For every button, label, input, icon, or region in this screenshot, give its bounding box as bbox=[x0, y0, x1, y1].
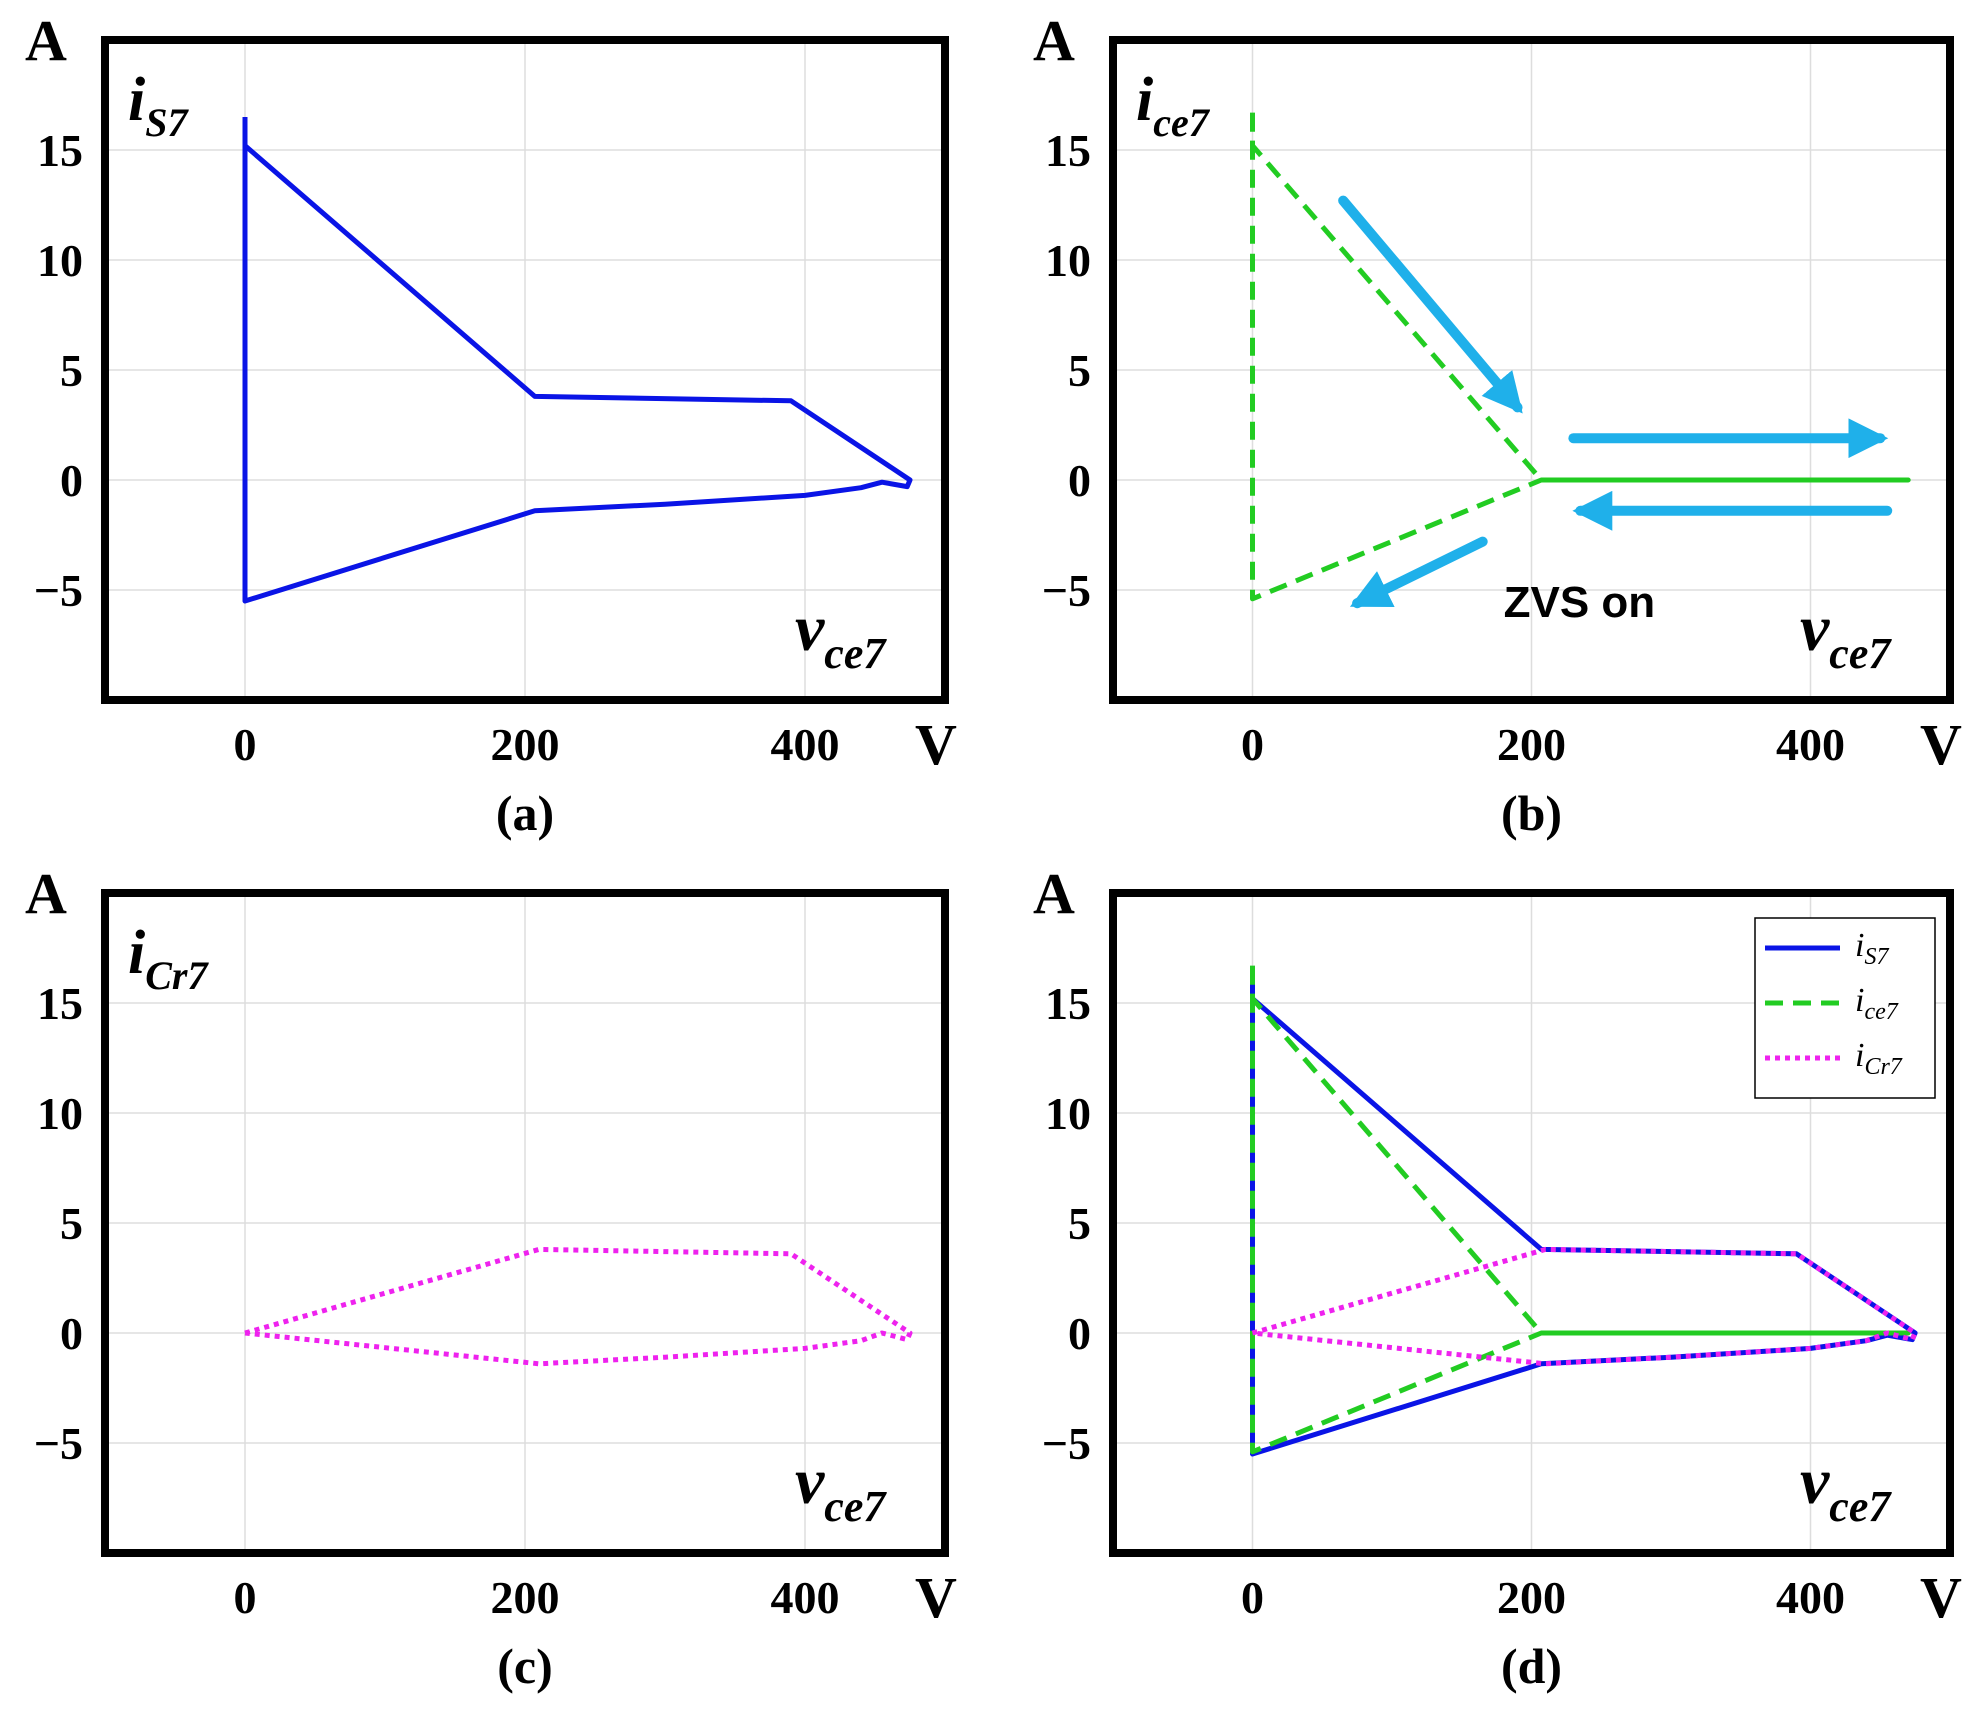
y-tick-label: 5 bbox=[60, 345, 83, 396]
x-unit-label: V bbox=[915, 1565, 957, 1630]
x-tick-label: 200 bbox=[491, 719, 560, 770]
y-tick-label: 5 bbox=[1068, 345, 1091, 396]
series-i-ce7 bbox=[1250, 112, 1911, 602]
y-tick-label: −5 bbox=[1042, 565, 1091, 616]
y-unit-label: A bbox=[25, 8, 67, 73]
y-tick-label: 15 bbox=[1045, 978, 1091, 1029]
axis-label-base: v bbox=[1800, 1445, 1830, 1518]
x-tick-label: 0 bbox=[1241, 719, 1264, 770]
legend-label: iS7 bbox=[1855, 927, 1889, 970]
y-tick-label: 10 bbox=[37, 235, 83, 286]
x-unit-label: V bbox=[1920, 1565, 1962, 1630]
zvs-annotation: ZVS on bbox=[1504, 578, 1656, 627]
axis-label-base: v bbox=[795, 592, 825, 665]
axis-label-base: v bbox=[1800, 592, 1830, 665]
y-tick-label: 10 bbox=[1045, 235, 1091, 286]
series-i-s7 bbox=[242, 117, 913, 604]
panel-caption: (b) bbox=[1501, 785, 1562, 841]
legend-label: iCr7 bbox=[1855, 1037, 1903, 1080]
direction-arrow bbox=[1338, 195, 1523, 414]
y-unit-label: A bbox=[1033, 861, 1075, 926]
panel-caption: (a) bbox=[496, 785, 554, 841]
x-tick-label: 200 bbox=[1497, 1572, 1566, 1623]
x-tick-label: 400 bbox=[771, 1572, 840, 1623]
curve-label-sub: Cr7 bbox=[145, 953, 209, 998]
y-tick-label: 0 bbox=[1068, 455, 1091, 506]
plot-frame bbox=[1109, 889, 1954, 1557]
series-i-cr7 bbox=[244, 1246, 913, 1367]
curve-label-sub: ce7 bbox=[1153, 100, 1211, 145]
plot-frame bbox=[1109, 36, 1954, 704]
y-tick-label: 15 bbox=[37, 978, 83, 1029]
y-tick-label: 0 bbox=[60, 1308, 83, 1359]
curve-label: iS7 bbox=[128, 66, 189, 145]
legend-label-sub: S7 bbox=[1864, 944, 1889, 970]
x-tick-label: 0 bbox=[234, 1572, 257, 1623]
y-tick-label: 5 bbox=[1068, 1198, 1091, 1249]
curve-label-sub: S7 bbox=[145, 100, 189, 145]
axis-label: vce7 bbox=[1800, 1445, 1892, 1531]
y-unit-label: A bbox=[25, 861, 67, 926]
legend-label-base: i bbox=[1855, 982, 1864, 1019]
axis-label-sub: ce7 bbox=[1829, 1482, 1892, 1531]
legend-box bbox=[1754, 917, 1936, 1099]
panel-c: 15 10 5 0 −5 0 200 400 A V (c) iCr7 vce7 bbox=[25, 861, 957, 1694]
y-tick-label: 10 bbox=[1045, 1088, 1091, 1139]
y-tick-label: 10 bbox=[37, 1088, 83, 1139]
y-tick-label: 15 bbox=[1045, 125, 1091, 176]
y-unit-label: A bbox=[1033, 8, 1075, 73]
x-tick-label: 0 bbox=[1241, 1572, 1264, 1623]
legend-label-sub: Cr7 bbox=[1864, 1054, 1902, 1080]
curve-label-base: i bbox=[128, 66, 145, 134]
curve-label: iCr7 bbox=[128, 919, 209, 998]
x-tick-label: 400 bbox=[771, 719, 840, 770]
y-tick-label: 0 bbox=[1068, 1308, 1091, 1359]
curve-label-base: i bbox=[128, 919, 145, 987]
y-tick-label: 0 bbox=[60, 455, 83, 506]
legend-label-sub: ce7 bbox=[1864, 999, 1898, 1025]
curve-label: ice7 bbox=[1136, 66, 1211, 145]
curve-label-base: i bbox=[1136, 66, 1153, 134]
legend-label: ice7 bbox=[1855, 982, 1899, 1025]
panel-caption: (d) bbox=[1501, 1638, 1562, 1694]
axis-label-sub: ce7 bbox=[1829, 629, 1892, 678]
plot-frame bbox=[101, 889, 949, 1557]
legend-label-base: i bbox=[1855, 927, 1864, 964]
panel-a: 15 10 5 0 −5 0 200 400 A V (a) iS7 vce7 bbox=[25, 8, 957, 841]
x-unit-label: V bbox=[915, 712, 957, 777]
axis-label-sub: ce7 bbox=[824, 1482, 887, 1531]
x-tick-label: 200 bbox=[491, 1572, 560, 1623]
y-tick-label: −5 bbox=[1042, 1418, 1091, 1469]
plot-frame bbox=[101, 36, 949, 704]
x-tick-label: 200 bbox=[1497, 719, 1566, 770]
x-unit-label: V bbox=[1920, 712, 1962, 777]
y-tick-label: −5 bbox=[34, 1418, 83, 1469]
y-tick-label: 15 bbox=[37, 125, 83, 176]
panel-caption: (c) bbox=[497, 1638, 553, 1694]
axis-label-base: v bbox=[795, 1445, 825, 1518]
axis-label: vce7 bbox=[1800, 592, 1892, 678]
y-tick-label: −5 bbox=[34, 565, 83, 616]
legend-label-base: i bbox=[1855, 1037, 1864, 1074]
y-tick-label: 5 bbox=[60, 1198, 83, 1249]
x-tick-label: 0 bbox=[234, 719, 257, 770]
x-tick-label: 400 bbox=[1776, 719, 1845, 770]
series-i-ce7 bbox=[1250, 965, 1911, 1455]
axis-label: vce7 bbox=[795, 592, 887, 678]
direction-arrow bbox=[1349, 536, 1488, 609]
x-tick-label: 400 bbox=[1776, 1572, 1845, 1623]
axis-label-sub: ce7 bbox=[824, 629, 887, 678]
axis-label: vce7 bbox=[795, 1445, 887, 1531]
series-i-cr7 bbox=[1251, 1246, 1918, 1367]
